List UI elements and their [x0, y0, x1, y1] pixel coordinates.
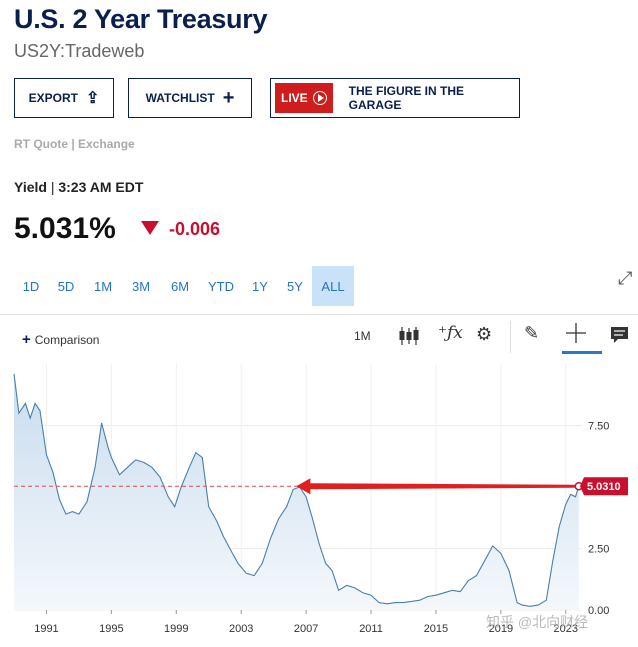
live-label: LIVE: [281, 91, 308, 105]
x-tick-label: 1999: [164, 623, 188, 635]
quote-source: RT Quote | Exchange: [14, 137, 135, 151]
x-tick-label: 2015: [424, 623, 448, 635]
ticker-subtitle: US2Y:Tradeweb: [14, 41, 145, 61]
play-icon: [312, 91, 327, 105]
y-axis: 0.00 2.50 7.50: [588, 421, 609, 618]
export-button[interactable]: EXPORT ⇪: [14, 78, 114, 118]
x-tick-label: 2003: [229, 623, 253, 635]
x-tick-label: 2011: [359, 623, 383, 635]
range-tab-6m[interactable]: 6M: [170, 278, 190, 294]
range-tab-1y[interactable]: 1Y: [252, 278, 268, 294]
x-tick-label: 2019: [489, 623, 513, 635]
down-arrow-icon: [141, 221, 159, 235]
comment-icon[interactable]: [610, 326, 630, 344]
gear-icon[interactable]: ⚙: [476, 324, 493, 344]
watchlist-button[interactable]: WATCHLIST +: [128, 78, 252, 118]
annotation-arrow: [296, 478, 575, 495]
last-value-badge: 5.0310: [574, 477, 628, 496]
range-selector: 1D 5D 1M 3M 6M YTD 1Y 5Y ALL: [14, 266, 354, 306]
y-tick-label: 0.00: [588, 605, 609, 617]
fx-icon[interactable]: ⁺ƒx: [438, 323, 463, 343]
crosshair-icon[interactable]: [566, 323, 586, 343]
live-show-label: THE FIGURE IN THE GARAGE: [348, 84, 465, 112]
pencil-icon[interactable]: ✎: [524, 323, 540, 343]
yield-separator: |: [50, 179, 55, 195]
yield-chart[interactable]: 0.00 2.50 7.50 1991 1995 1999 2003 2007 2011 201…: [0, 354, 638, 647]
range-tab-all[interactable]: ALL: [312, 266, 354, 306]
plus-icon: +: [222, 86, 235, 109]
yield-area-fill: [14, 373, 579, 610]
export-label: EXPORT: [28, 91, 78, 105]
yield-time-line: Yield | 3:23 AM EDT: [14, 179, 143, 195]
y-tick-label: 7.50: [588, 421, 609, 433]
yield-label: Yield: [14, 179, 47, 195]
live-show-button[interactable]: LIVE THE FIGURE IN THE GARAGE: [270, 78, 520, 118]
last-value-badge-shape: [580, 477, 628, 496]
x-tick-label: 2007: [294, 623, 318, 635]
page-title: U.S. 2 Year Treasury: [14, 4, 268, 34]
range-tab-3m[interactable]: 3M: [131, 278, 151, 294]
x-tick-label: 1995: [99, 623, 123, 635]
quote-time: 3:23 AM EDT: [58, 179, 144, 195]
x-tick-label: 2023: [554, 623, 578, 635]
watchlist-label: WATCHLIST: [145, 91, 215, 105]
x-axis: 1991 1995 1999 2003 2007 2011 2015 2019 2023: [34, 610, 578, 635]
range-tab-1d[interactable]: 1D: [22, 278, 40, 294]
yield-change: -0.006: [169, 219, 221, 239]
range-tab-5d[interactable]: 5D: [57, 278, 75, 294]
live-badge: LIVE: [275, 83, 333, 113]
share-icon: ⇪: [85, 90, 100, 107]
x-tick-label: 1991: [34, 623, 58, 635]
range-tab-5y[interactable]: 5Y: [287, 278, 303, 294]
plus-icon: +: [22, 331, 31, 348]
comparison-button[interactable]: + Comparison: [22, 331, 99, 348]
candlestick-icon[interactable]: [398, 326, 420, 346]
interval-selector[interactable]: 1M: [354, 329, 371, 343]
expand-icon[interactable]: ⤢: [618, 268, 633, 288]
range-tab-1m[interactable]: 1M: [93, 278, 113, 294]
toolbar-divider: [510, 321, 511, 353]
yield-value: 5.031%: [14, 212, 116, 245]
y-tick-label: 2.50: [588, 544, 609, 556]
watermark-text: 知乎 @北向财经: [486, 614, 589, 630]
yield-series-line: [13, 373, 580, 607]
active-tool-indicator: [562, 351, 602, 354]
last-value-label: 5.0310: [587, 481, 621, 493]
comparison-label: Comparison: [34, 333, 100, 347]
chart-toolbar: + Comparison 1M ⁺ƒx ⚙ ✎: [0, 314, 638, 355]
range-tab-ytd[interactable]: YTD: [208, 278, 234, 294]
